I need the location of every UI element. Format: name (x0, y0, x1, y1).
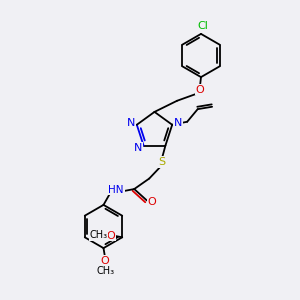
Text: O: O (100, 256, 109, 266)
Text: N: N (174, 118, 182, 128)
Text: N: N (127, 118, 135, 128)
Text: S: S (158, 157, 165, 167)
Text: Cl: Cl (197, 21, 208, 32)
Text: O: O (195, 85, 204, 95)
Text: CH₃: CH₃ (97, 266, 115, 276)
Text: N: N (134, 143, 142, 153)
Text: O: O (148, 197, 157, 207)
Text: HN: HN (109, 185, 124, 195)
Text: O: O (106, 231, 115, 241)
Text: CH₃: CH₃ (89, 230, 107, 240)
